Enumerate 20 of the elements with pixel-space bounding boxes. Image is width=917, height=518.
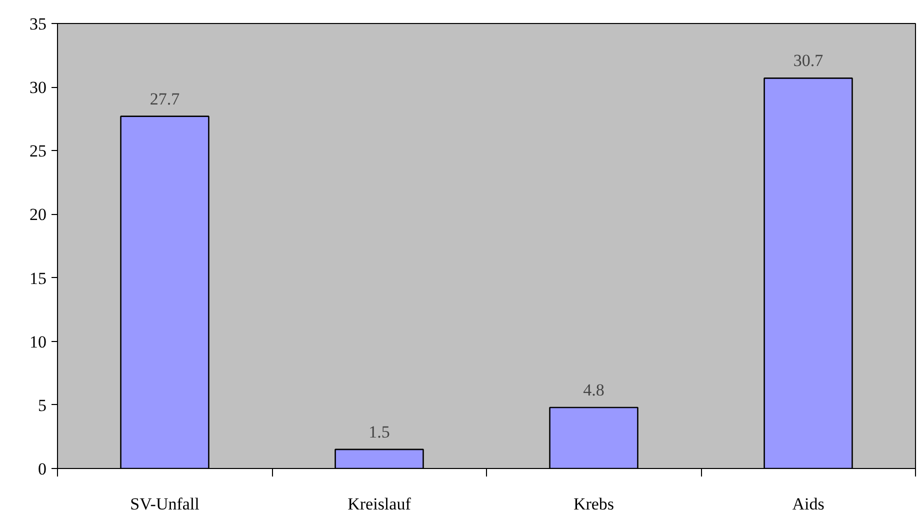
y-tick-label: 10 <box>30 332 46 352</box>
y-tick-label: 15 <box>30 268 46 288</box>
data-label: 30.7 <box>793 51 824 70</box>
bar <box>120 116 210 468</box>
y-tick-label: 0 <box>38 460 46 478</box>
y-tick-label: 20 <box>30 205 46 224</box>
data-label: 4.8 <box>583 380 604 400</box>
bar <box>549 406 638 468</box>
data-label: 27.7 <box>150 89 180 108</box>
y-tick-label: 5 <box>38 396 46 415</box>
x-tick-label: Krebs <box>573 494 614 514</box>
x-tick-label: SV-Unfall <box>130 494 200 514</box>
x-tick-label: Aids <box>792 494 824 514</box>
data-label: 1.5 <box>368 422 390 442</box>
bar <box>334 448 424 468</box>
y-tick-label: 25 <box>30 142 46 161</box>
y-tick-label: 35 <box>30 14 46 34</box>
y-tick-label: 30 <box>30 78 46 98</box>
bar <box>764 78 853 468</box>
x-tick-label: Kreislauf <box>348 494 412 514</box>
